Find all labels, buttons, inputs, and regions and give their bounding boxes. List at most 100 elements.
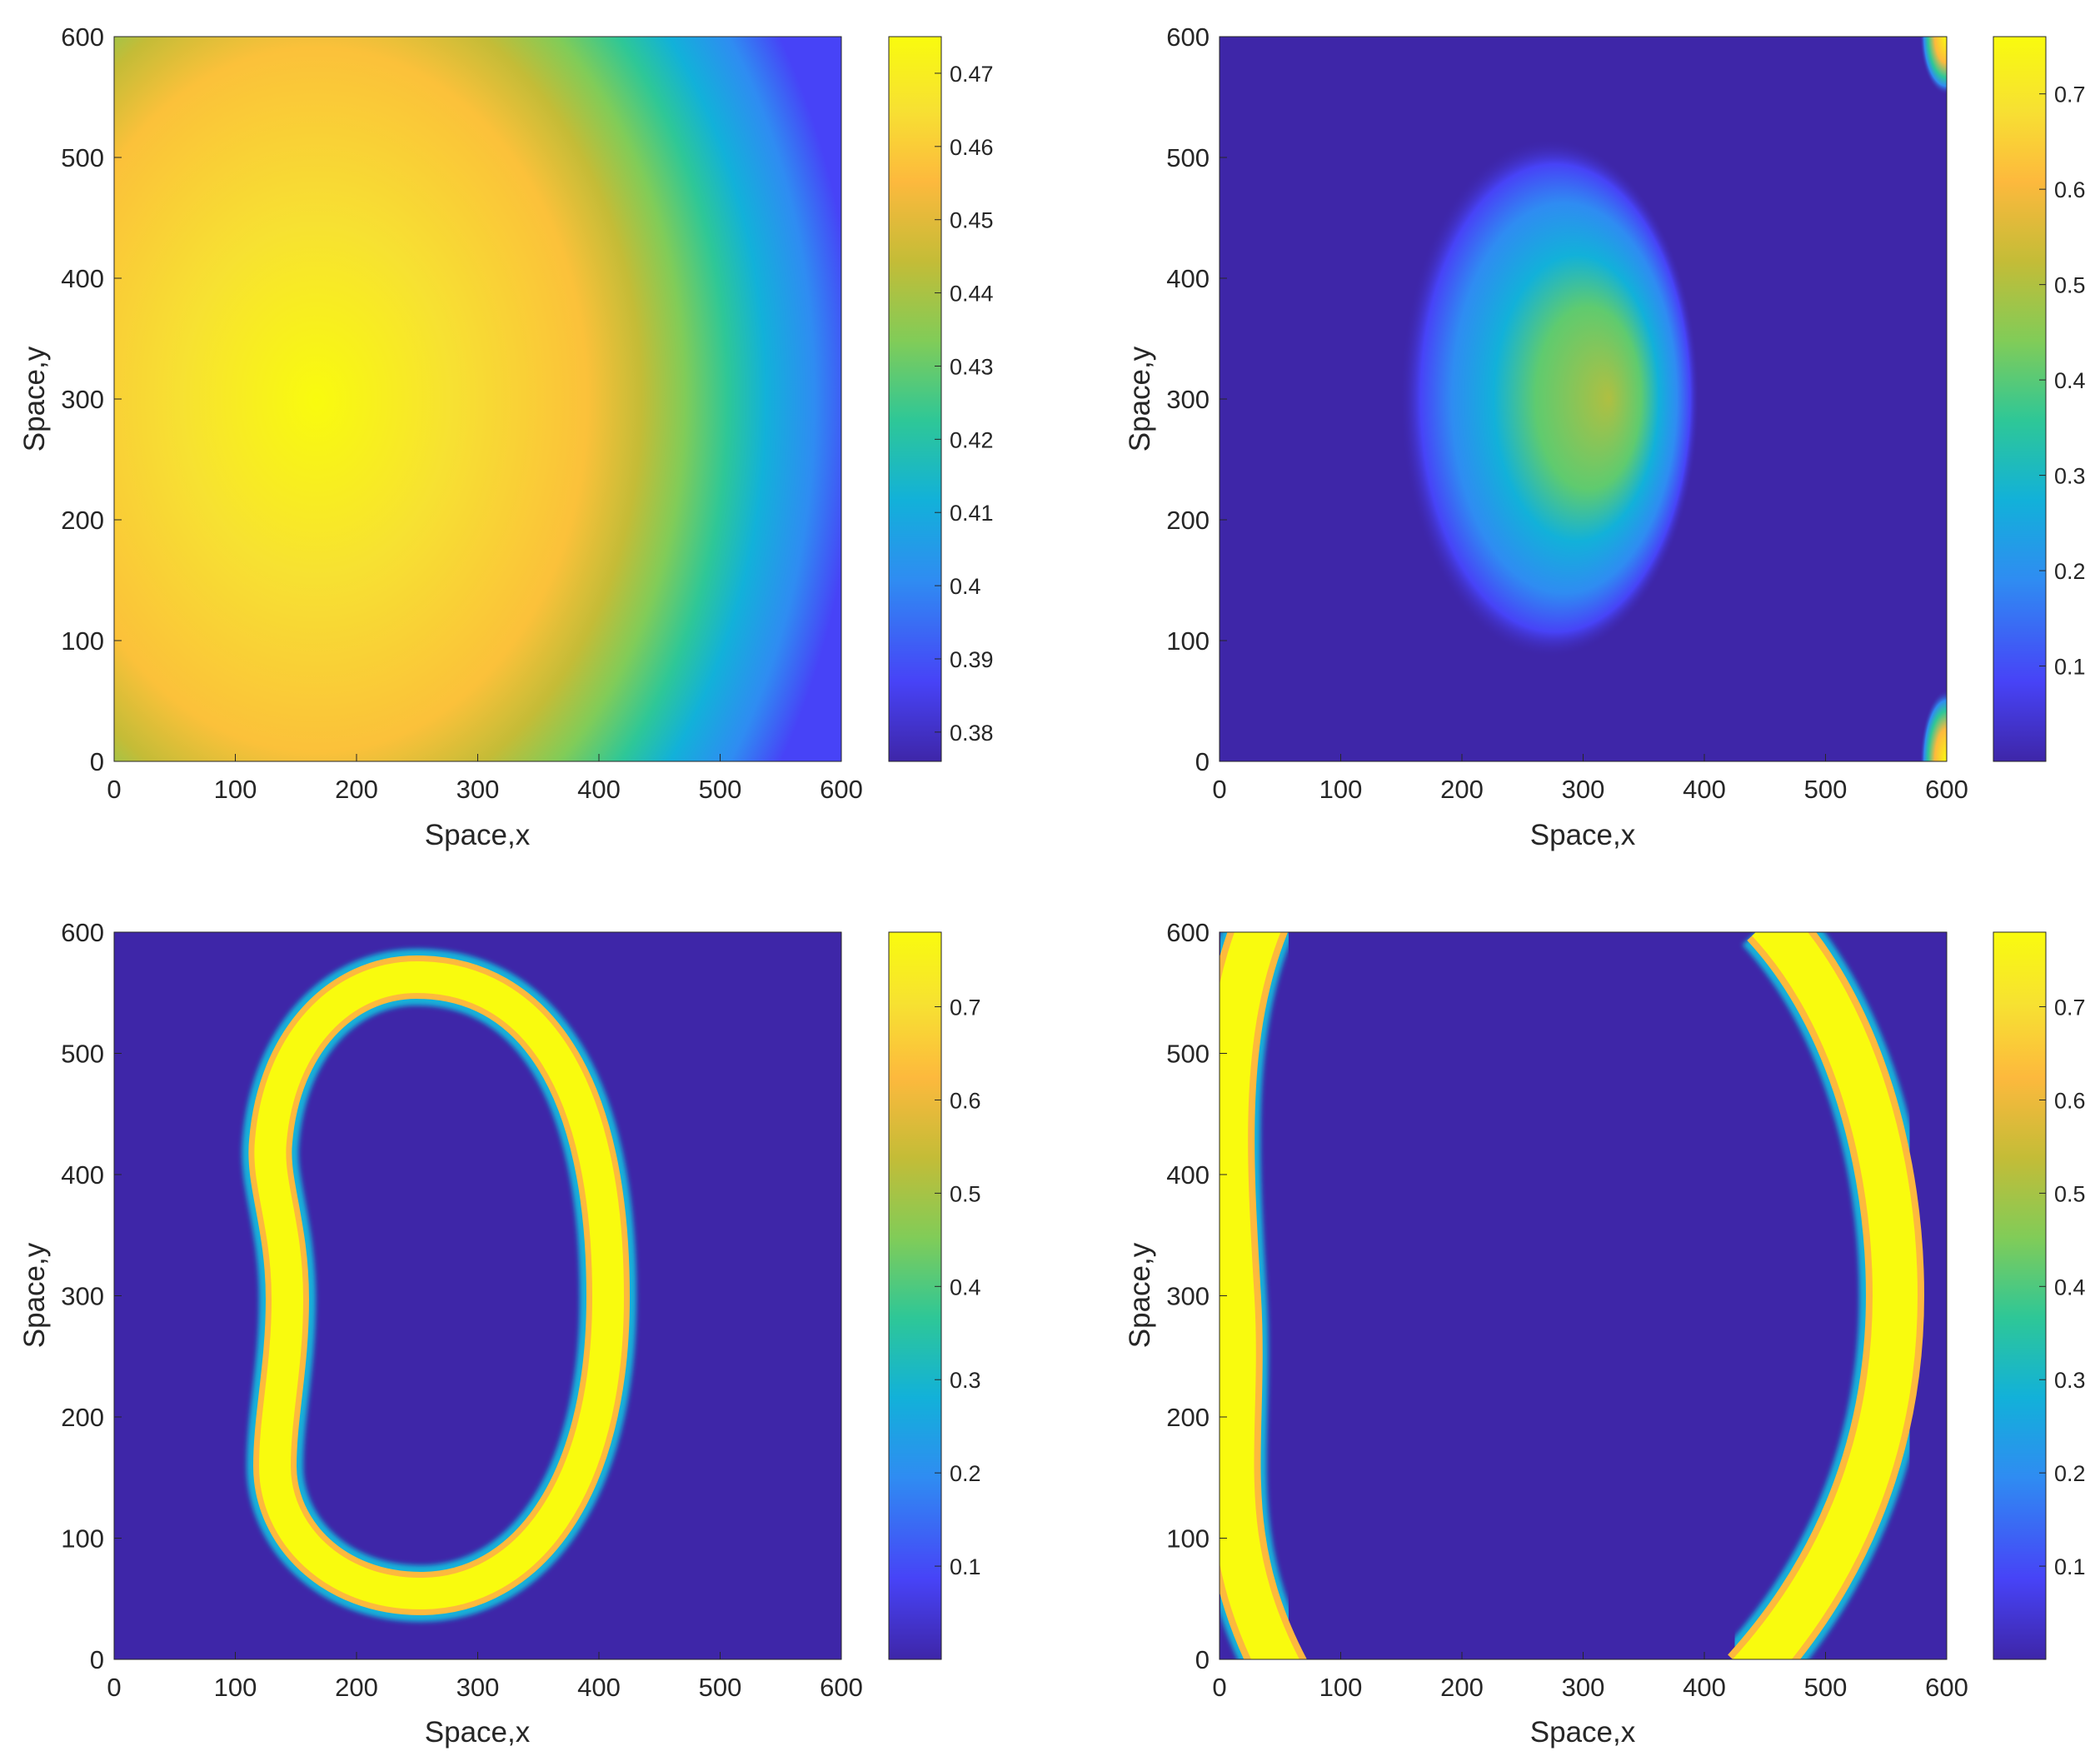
panel-top-right: 0 100 200 300 400 500 600 0100200300400500600 … (1124, 22, 2086, 851)
x-tick-label: 500 (1804, 775, 1848, 804)
x-tick-label: 300 (1562, 775, 1605, 804)
colorbar-ticks-top-right: 0.1 0.2 0.3 0.4 0.5 0.6 0.7 (2039, 82, 2086, 680)
colorbar-tick-label: 0.5 (950, 1181, 981, 1206)
y-axis-label-bottom-left: Space,y (18, 1242, 51, 1348)
y-tick-label: 400 (61, 1160, 104, 1190)
colorbar-tick-label: 0.6 (2054, 177, 2086, 202)
y-tick-label: 500 (1166, 1040, 1210, 1069)
right-band-core (1733, 932, 1918, 1659)
panel-top-left: 0 100 200 300 400 500 600 0100200300400500600 … (18, 22, 994, 851)
colorbar-tick-label: 0.4 (950, 574, 981, 599)
y-tick-label: 0 (90, 1645, 104, 1674)
x-tick-label: 300 (456, 1673, 500, 1702)
x-tick-label: 600 (1925, 1673, 1968, 1702)
y-ticks-top-left: 0 100 200 300 400 500 600 (61, 22, 122, 776)
x-tick-label: 300 (1562, 1673, 1605, 1702)
y-tick-label: 400 (1166, 1160, 1210, 1190)
x-tick-label: 400 (577, 775, 621, 804)
y-tick-label: 300 (1166, 385, 1210, 414)
colorbar-tick-label: 0.3 (2054, 1368, 2086, 1393)
x-tick-label: 100 (1319, 775, 1363, 804)
colorbar-tick-label: 0.4 (950, 1275, 981, 1300)
y-tick-label: 0 (1195, 1645, 1210, 1674)
y-tick-label: 0 (90, 747, 104, 776)
colorbar-tick-label: 0.2 (950, 1461, 981, 1486)
panel-bottom-right: 0 100 200 300 400 500 600 0100200300400500600 … (1124, 918, 2086, 1749)
y-tick-label: 100 (1166, 626, 1210, 656)
heatmap-features-bottom-left (242, 949, 636, 1622)
colorbar-bottom-right (1993, 931, 2047, 1660)
y-tick-label: 300 (61, 385, 104, 414)
colorbar-tick-label: 0.46 (950, 135, 994, 160)
x-tick-label: 0 (107, 1673, 121, 1702)
colorbar-tick-label: 0.7 (2054, 82, 2086, 107)
x-tick-label: 200 (1440, 775, 1484, 804)
x-tick-label: 100 (214, 1673, 257, 1702)
colorbar-tick-label: 0.5 (2054, 1181, 2086, 1206)
colorbar-tick-label: 0.47 (950, 62, 994, 87)
x-ticks-top-right: 0 100 200 300 400 500 600 (1212, 754, 1968, 804)
x-axis-label-top-left: Space,x (425, 819, 531, 851)
y-tick-label: 600 (61, 918, 104, 947)
x-tick-label: 200 (335, 1673, 378, 1702)
panel-bottom-left: 0 100 200 300 400 500 600 0100200300400500600 … (18, 918, 981, 1749)
x-tick-label: 600 (820, 1673, 863, 1702)
y-tick-label: 600 (1166, 918, 1210, 947)
x-axis-label-top-right: Space,x (1530, 819, 1636, 851)
x-ticks-top-left: 0 100 200 300 400 500 600 (107, 754, 863, 804)
colorbar-tick-label: 0.1 (2054, 655, 2086, 680)
colorbar-ticks-bottom-right: 0.1 0.2 0.3 0.4 0.5 0.6 0.7 (2039, 995, 2086, 1579)
colorbar-top-right (1993, 36, 2047, 762)
y-tick-label: 500 (61, 143, 104, 172)
colorbar-tick-label: 0.39 (950, 647, 994, 672)
x-ticks-bottom-left: 0 100 200 300 400 500 600 (107, 1652, 863, 1702)
y-tick-label: 100 (1166, 1524, 1210, 1554)
y-tick-label: 200 (1166, 506, 1210, 535)
y-axis-label-top-left: Space,y (18, 346, 51, 451)
y-ticks-bottom-right: 0 100 200 300 400 500 600 (1166, 918, 1227, 1674)
heatmap-bottom-left (114, 932, 841, 1659)
y-ticks-top-right: 0 100 200 300 400 500 600 (1166, 22, 1227, 776)
colorbar-ticks-top-left: 0.38 0.39 0.4 0.41 0.42 0.43 0.44 0.45 0.46 0.47 (935, 62, 994, 746)
x-tick-label: 400 (1683, 1673, 1726, 1702)
heatmap-features-top-right (1399, 37, 1947, 761)
ring-core (254, 961, 624, 1609)
colorbar-tick-label: 0.41 (950, 501, 994, 526)
colorbar-ticks-bottom-left: 0.1 0.2 0.3 0.4 0.5 0.6 0.7 (935, 995, 981, 1579)
colorbar-tick-label: 0.43 (950, 354, 994, 379)
x-ticks-bottom-right: 0 100 200 300 400 500 600 (1212, 1652, 1968, 1702)
colorbar-tick-label: 0.44 (950, 282, 994, 307)
y-tick-label: 200 (61, 506, 104, 535)
colorbar-tick-label: 0.4 (2054, 368, 2086, 393)
x-tick-label: 600 (1925, 775, 1968, 804)
x-tick-label: 500 (699, 1673, 742, 1702)
y-tick-label: 400 (1166, 264, 1210, 293)
heatmap-features-bottom-right (1220, 932, 1932, 1659)
heatmap-top-left (114, 37, 841, 761)
colorbar-tick-label: 0.4 (2054, 1275, 2086, 1300)
x-tick-label: 0 (1212, 1673, 1226, 1702)
colorbar-tick-label: 0.6 (950, 1088, 981, 1113)
colorbar-tick-label: 0.2 (2054, 1461, 2086, 1486)
colorbar-tick-label: 0.1 (2054, 1554, 2086, 1579)
y-ticks-bottom-left: 0 100 200 300 400 500 600 (61, 918, 122, 1674)
y-tick-label: 300 (1166, 1282, 1210, 1311)
y-tick-label: 500 (1166, 143, 1210, 172)
x-tick-label: 500 (1804, 1673, 1848, 1702)
left-band-core (1220, 932, 1300, 1659)
y-tick-label: 500 (61, 1040, 104, 1069)
x-tick-label: 200 (335, 775, 378, 804)
y-tick-label: 600 (1166, 22, 1210, 52)
y-axis-label-bottom-right: Space,y (1124, 1242, 1156, 1348)
colorbar-tick-label: 0.3 (2054, 464, 2086, 489)
colorbar-tick-label: 0.1 (950, 1554, 981, 1579)
colorbar-bottom-left (888, 931, 942, 1660)
elliptical-spot (1399, 138, 1699, 658)
colorbar-tick-label: 0.7 (2054, 995, 2086, 1020)
corner-patch-bottom-right (1920, 690, 1947, 761)
colorbar-tick-label: 0.42 (950, 427, 994, 452)
x-tick-label: 300 (456, 775, 500, 804)
y-tick-label: 400 (61, 264, 104, 293)
x-tick-label: 100 (1319, 1673, 1363, 1702)
